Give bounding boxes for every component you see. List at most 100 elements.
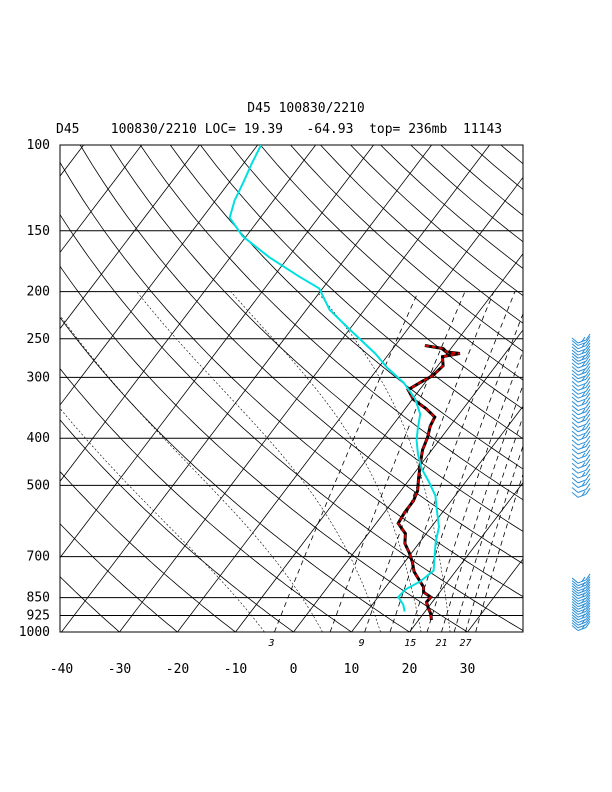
wind-barb (571, 418, 591, 428)
background-lines (0, 145, 612, 632)
wind-barb (571, 397, 591, 407)
wind-barb (571, 589, 591, 600)
wind-barb (571, 440, 591, 450)
pressure-tick-label: 200 (27, 285, 50, 300)
mixing-ratio-line (475, 472, 523, 632)
wind-barb (571, 345, 591, 356)
isotherm-line (293, 329, 523, 632)
isotherm-line (177, 176, 523, 632)
wind-barb (571, 621, 591, 631)
wind-barb (571, 413, 591, 424)
wind-barb (571, 458, 591, 469)
wind-barb (571, 594, 591, 605)
mixing-ratio-label: 27 (459, 638, 471, 649)
isotherm-line (60, 145, 316, 483)
temperature-tick-label: -40 (50, 662, 73, 677)
dry-adiabat-line (60, 367, 352, 632)
mixing-ratio-line (441, 383, 523, 632)
wind-barb (571, 615, 591, 626)
isotherm-line (60, 145, 142, 254)
dry-adiabat-line (260, 145, 523, 381)
isotherm-line (60, 145, 374, 559)
dry-adiabat-line (500, 145, 523, 165)
moist-adiabat-line (60, 407, 265, 632)
wind-barbs (571, 333, 591, 631)
isotherm-line (351, 405, 523, 632)
pressure-tick-label: 700 (27, 550, 50, 565)
wind-barb (571, 449, 591, 460)
moist-adiabat-line (316, 291, 451, 632)
profiles (228, 145, 461, 621)
isotherm-line (467, 558, 523, 632)
mixing-ratio-line (465, 444, 523, 632)
plot-frame (59, 144, 524, 633)
temperature-tick-label: 10 (344, 662, 360, 677)
wind-barb (571, 605, 591, 615)
temperature-profile-overlay (397, 344, 461, 621)
pressure-tick-label: 250 (27, 332, 50, 347)
temperature-tick-label: 30 (460, 662, 476, 677)
wind-barb (571, 488, 591, 498)
mixing-ratio-line (364, 291, 495, 632)
dry-adiabat-line (320, 145, 523, 324)
mixing-ratio-line (389, 291, 516, 632)
isotherm-line (60, 145, 200, 330)
isotherm-line (0, 145, 26, 632)
wind-barb (571, 401, 591, 412)
wind-barb (571, 454, 591, 465)
dry-adiabat-line (60, 265, 468, 632)
moist-adiabat-line (136, 291, 381, 632)
mixing-ratio-labels: 3 9 15 21 27 (267, 638, 471, 649)
wind-barb (571, 339, 591, 350)
mixing-ratio-line (274, 291, 419, 632)
wind-barb (571, 578, 591, 589)
temperature-tick-label: 20 (402, 662, 418, 677)
temperature-tick-label: -10 (224, 662, 247, 677)
pressure-tick-label: 400 (27, 431, 50, 446)
wind-barb (571, 426, 591, 437)
pressure-tick-label: 300 (27, 370, 50, 385)
dewpoint-profile-line (228, 145, 441, 612)
wind-barb (571, 610, 591, 621)
wind-barb (571, 365, 591, 376)
wind-barb (571, 473, 591, 484)
dry-adiabat-line (230, 145, 523, 410)
temperature-tick-label: 0 (290, 662, 298, 677)
isotherm-line (526, 145, 612, 632)
moist-adiabat-line (60, 314, 323, 632)
pressure-tick-label: 150 (27, 224, 50, 239)
dry-adiabat-line (440, 145, 523, 216)
mixing-ratio-label: 15 (404, 638, 416, 649)
isotherm-line (61, 145, 432, 632)
isotherm-line (235, 253, 523, 632)
wind-barb (571, 468, 591, 479)
dry-adiabat-line (60, 316, 410, 632)
wind-barb (571, 385, 591, 395)
wind-barb (571, 584, 591, 594)
dry-adiabat-line (350, 145, 523, 297)
wind-barb (571, 431, 591, 441)
dry-adiabat-line (290, 145, 523, 352)
wind-barb (571, 381, 591, 391)
mixing-ratio-line (409, 312, 523, 632)
dry-adiabat-line (169, 145, 523, 470)
wind-barb (571, 377, 591, 387)
pressure-tick-label: 1000 (19, 625, 50, 640)
wind-barb (571, 372, 591, 383)
isotherm-line (60, 145, 258, 406)
wind-barb (571, 463, 591, 474)
chart-subtitle: D45 100830/2210 LOC= 19.39 -64.93 top= 2… (56, 122, 502, 137)
dry-adiabat-line (380, 145, 523, 269)
pressure-tick-label: 100 (27, 138, 50, 153)
wind-barb (571, 351, 591, 362)
pressure-tick-label: 925 (27, 609, 50, 624)
dry-adiabat-line (60, 213, 523, 632)
isotherm-line (409, 481, 523, 632)
wind-barb (571, 392, 591, 403)
pressure-tick-label: 850 (27, 591, 50, 606)
pressure-tick-label: 500 (27, 478, 50, 493)
mixing-ratio-label: 3 (267, 638, 274, 649)
chart-title: D45 100830/2210 (247, 101, 364, 116)
temperature-tick-label: -20 (166, 662, 189, 677)
